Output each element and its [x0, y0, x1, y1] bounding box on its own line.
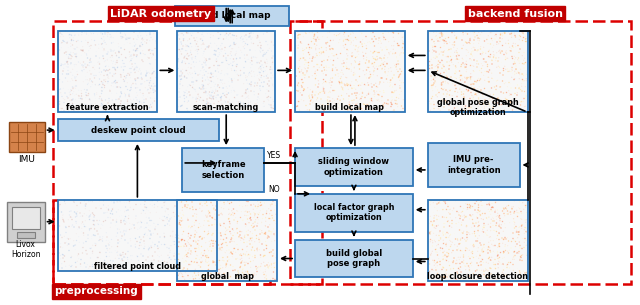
Bar — [12, 207, 40, 229]
Bar — [58, 200, 217, 271]
Text: feature extraction: feature extraction — [66, 103, 148, 112]
Text: YES: YES — [267, 152, 281, 160]
Text: filtered point cloud: filtered point cloud — [94, 262, 181, 271]
Bar — [428, 143, 520, 187]
Bar — [52, 200, 270, 284]
Text: IMU pre-
integration: IMU pre- integration — [447, 155, 500, 175]
Text: deskew point cloud: deskew point cloud — [91, 126, 186, 135]
Bar — [295, 30, 405, 112]
Bar — [428, 30, 527, 112]
Bar — [290, 21, 631, 284]
Text: build local map: build local map — [193, 11, 271, 20]
Bar — [177, 200, 277, 282]
Bar — [175, 6, 289, 26]
Bar — [182, 148, 264, 192]
Bar — [58, 30, 157, 112]
Bar — [58, 119, 220, 141]
Bar — [428, 200, 527, 282]
Text: backend fusion: backend fusion — [468, 9, 563, 19]
Text: local factor graph
optimization: local factor graph optimization — [314, 203, 394, 222]
Bar — [177, 30, 275, 112]
Bar — [295, 240, 413, 278]
Bar — [9, 122, 45, 152]
Text: keyframe
selection: keyframe selection — [201, 160, 246, 180]
Text: scan-matching: scan-matching — [193, 103, 259, 112]
Text: sliding window
optimization: sliding window optimization — [319, 157, 389, 177]
Text: build local map: build local map — [316, 103, 385, 112]
Text: global  map: global map — [201, 272, 253, 281]
Bar — [295, 148, 413, 186]
Bar — [6, 202, 45, 242]
Text: global pose graph
optimization: global pose graph optimization — [436, 98, 518, 117]
Text: build global
pose graph: build global pose graph — [326, 249, 382, 268]
Text: loop closure detection: loop closure detection — [427, 272, 528, 281]
Text: LiDAR odometry: LiDAR odometry — [111, 9, 212, 19]
Text: preprocessing: preprocessing — [54, 286, 138, 296]
Bar — [52, 21, 322, 284]
Text: IMU: IMU — [18, 156, 35, 164]
Bar — [295, 194, 413, 231]
Text: NO: NO — [268, 185, 280, 194]
Text: Livox
Horizon: Livox Horizon — [11, 240, 40, 259]
Bar — [17, 231, 35, 238]
